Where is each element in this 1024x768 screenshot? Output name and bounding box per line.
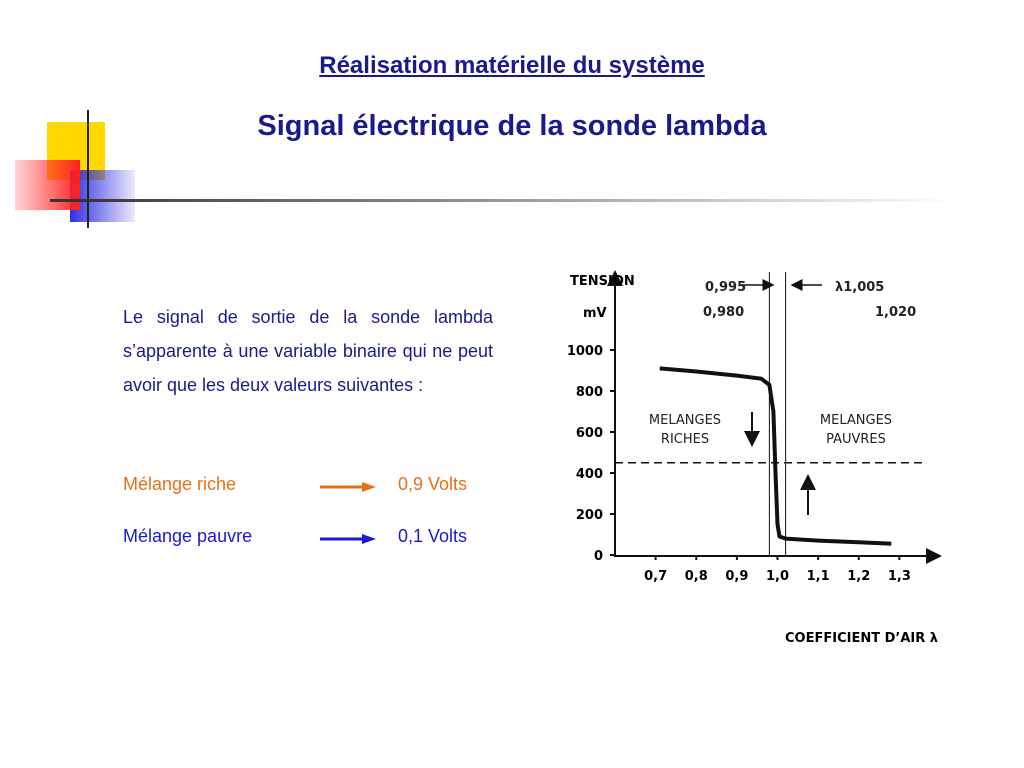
annotation: MELANGES [820, 413, 892, 428]
y-tick-label: 600 [576, 426, 603, 441]
item-label: Mélange riche [123, 474, 237, 494]
arrow [320, 482, 376, 492]
x-tick-label: 1,1 [807, 569, 830, 584]
paragraph: Le signal de sortie de la sonde lambda s… [123, 307, 493, 395]
item-value: 0,1 Volts [398, 526, 468, 546]
subtitle: Signal électrique de la sonde lambda [257, 110, 767, 142]
y-tick-label: 0 [594, 549, 603, 564]
annotation: λ1,005 [835, 280, 884, 295]
annotation: RICHES [661, 432, 709, 447]
data-line [659, 366, 892, 546]
x-tick-label: 1,0 [766, 569, 789, 584]
x-tick-label: 0,9 [725, 569, 748, 584]
x-axis-label: COEFFICIENT D’AIR λ [785, 631, 938, 646]
item-label: Mélange pauvre [123, 526, 253, 546]
annotation: MELANGES [649, 413, 721, 428]
title: Réalisation matérielle du système [319, 52, 705, 79]
deco-hline [50, 199, 960, 202]
chart: TENSION mV COEFFICIENT D’AIR λ 0 200 400 60… [567, 270, 942, 646]
x-tick-label: 0,8 [685, 569, 708, 584]
x-tick-label: 0,7 [644, 569, 667, 584]
deco-blue [70, 170, 135, 222]
annotation: 0,980 [703, 305, 744, 320]
x-tick-label: 1,3 [888, 569, 911, 584]
y-axis-label: TENSION [570, 274, 635, 289]
annotation: 0,995 [705, 280, 746, 295]
arrow [320, 534, 376, 544]
deco-red [15, 160, 80, 210]
y-tick-label: 800 [576, 385, 603, 400]
y-tick-label: 200 [576, 508, 603, 523]
y-tick-label: 400 [576, 467, 603, 482]
y-tick-label: 1000 [567, 344, 603, 359]
y-unit: mV [583, 306, 607, 321]
annotation: 1,020 [875, 305, 916, 320]
annotation: PAUVRES [826, 432, 886, 447]
x-tick-label: 1,2 [847, 569, 870, 584]
item-value: 0,9 Volts [398, 474, 468, 494]
